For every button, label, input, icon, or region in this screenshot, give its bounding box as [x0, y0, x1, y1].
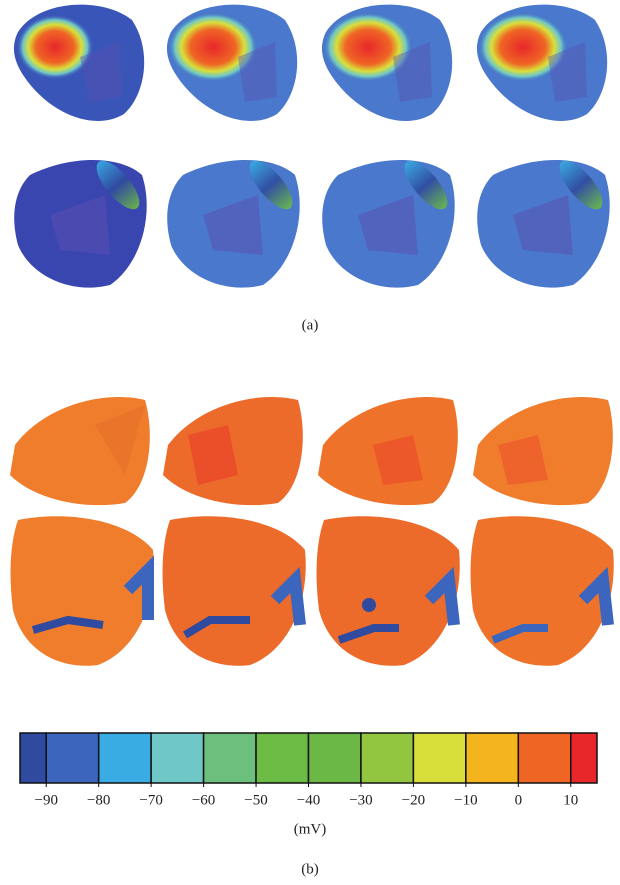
tick-label: −40 [297, 792, 320, 808]
color-box [360, 732, 415, 784]
color-box [412, 732, 467, 784]
tick-label: −90 [34, 792, 57, 808]
tick-label: 0 [515, 792, 523, 808]
color-box [255, 732, 310, 784]
tick-label: −20 [402, 792, 425, 808]
tick-label: −80 [87, 792, 110, 808]
tick-label: −10 [454, 792, 477, 808]
panel-label: (a) [302, 317, 319, 333]
tick-label: −70 [139, 792, 162, 808]
color-box [45, 732, 100, 784]
tick-label: −60 [192, 792, 215, 808]
color-box [19, 732, 47, 784]
color-box [517, 732, 572, 784]
color-box [465, 732, 520, 784]
color-box [97, 732, 152, 784]
tick-label: −30 [349, 792, 372, 808]
colorbar: −90 −80 −70 −60 −50 −40 −30 −20 −10 0 10 [19, 732, 598, 808]
color-box [150, 732, 205, 784]
tick-label: −50 [244, 792, 267, 808]
panel-b-images [10, 397, 614, 666]
panel-a-images [13, 4, 610, 288]
color-box [307, 732, 362, 784]
tick-label: 10 [563, 792, 578, 808]
color-box [202, 732, 257, 784]
colorbar-unit: (mV) [294, 821, 327, 837]
color-box [570, 732, 598, 784]
panel-label: (b) [301, 861, 319, 877]
